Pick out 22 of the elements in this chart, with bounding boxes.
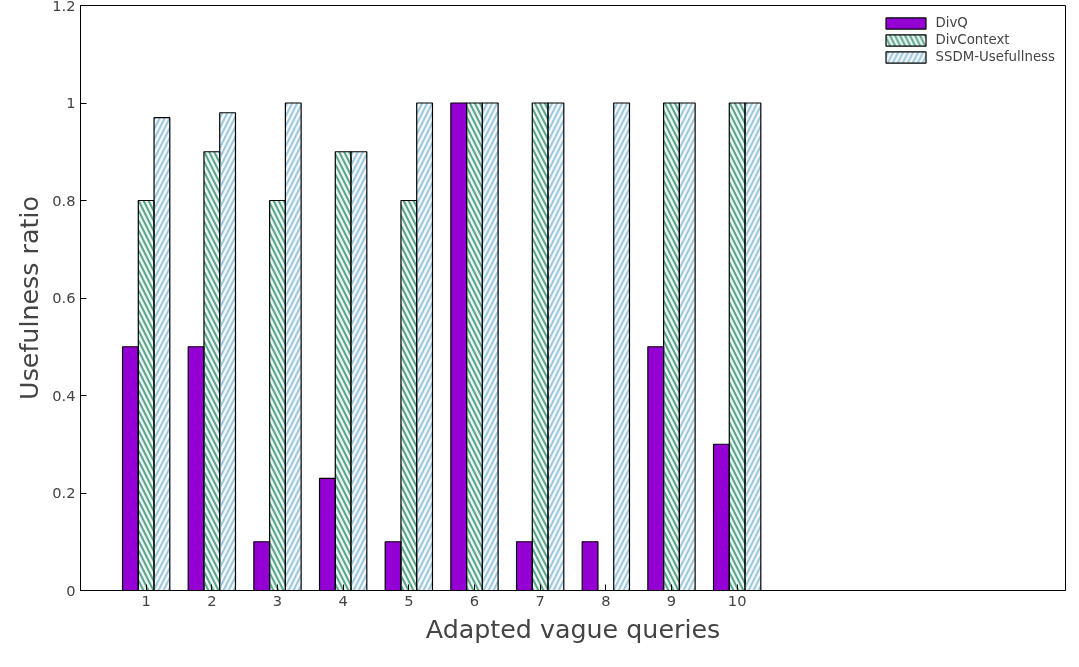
legend-label: DivQ (935, 15, 968, 30)
y-tick-label: 1.2 (52, 0, 76, 14)
x-tick-label: 6 (469, 591, 480, 609)
y-tick-label: 0.8 (52, 191, 76, 209)
y-tick-label: 0.4 (52, 386, 76, 404)
x-tick-label: 10 (727, 591, 747, 609)
x-tick-label: 8 (601, 591, 611, 609)
x-tick-label: 5 (404, 591, 414, 609)
y-tick-label: 1 (66, 94, 76, 111)
y-tick-label: 0.6 (52, 289, 76, 306)
x-tick-label: 4 (338, 591, 348, 609)
y-axis-title: Usefulness ratio (14, 196, 45, 400)
legend-label: DivContext (935, 32, 1010, 47)
x-tick-label: 3 (272, 591, 283, 609)
x-tick-label: 9 (666, 591, 677, 609)
y-tick-label: 0 (66, 581, 76, 599)
x-tick-label: 1 (141, 591, 151, 609)
x-tick-label: 7 (535, 591, 545, 609)
x-axis-title: Adapted vague queries (425, 613, 721, 644)
y-tick-label: 0.2 (52, 484, 76, 501)
x-tick-label: 2 (207, 591, 217, 609)
legend-label: SSDM-Usefullness (935, 49, 1055, 64)
